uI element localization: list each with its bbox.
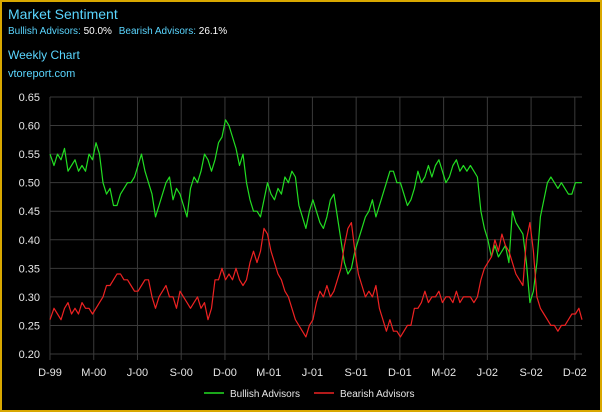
x-tick-label: S-00 [170,367,193,379]
legend: Bullish Advisors Bearish Advisors [204,389,414,400]
chart-subtitle: Weekly Chart [8,48,80,62]
x-tick-label: J-01 [302,367,323,379]
x-tick-label: J-02 [477,367,498,379]
x-axis: D-99 M-00 J-00 S-00 D-00 M-01 J-01 S-01 D-01 M-02… [38,367,587,379]
y-tick-label: 0.30 [19,292,40,304]
legend-label: Bullish Advisors [230,389,300,400]
y-tick-label: 0.20 [19,349,40,361]
series-line-bullish [49,119,582,304]
y-tick-label: 0.60 [19,121,40,133]
source-label: vtoreport.com [8,68,76,80]
legend-label: Bearish Advisors [340,389,414,400]
x-tick-label: M-00 [81,367,106,379]
y-tick-label: 0.35 [19,263,40,275]
bearish-readout-label: Bearish Advisors: [118,26,196,37]
y-tick-label: 0.65 [19,92,40,104]
y-tick-label: 0.25 [19,320,40,332]
grid-lines [49,96,582,360]
series-line-bearish [49,222,583,338]
y-axis: 0.65 0.60 0.55 0.50 0.45 0.40 0.35 0.30 0.25 0.20 [19,92,40,361]
bearish-readout-value: 26.1% [198,26,228,37]
x-tick-label: J-00 [127,367,148,379]
y-tick-label: 0.55 [19,149,40,161]
y-tick-label: 0.50 [19,178,40,190]
x-tick-label: D-99 [38,367,62,379]
chart-title: Market Sentiment [8,6,118,22]
series-lines [49,119,583,338]
x-tick-label: S-01 [345,367,368,379]
y-tick-label: 0.45 [19,206,40,218]
latest-readout: Bullish Advisors: 50.0% Bearish Advisors… [8,26,227,37]
x-tick-label: D-01 [388,367,412,379]
bullish-readout-value: 50.0% [83,26,112,37]
x-tick-label: D-00 [213,367,237,379]
x-tick-label: S-02 [519,367,542,379]
x-tick-label: M-02 [431,367,456,379]
x-tick-label: D-02 [563,367,587,379]
y-tick-label: 0.40 [19,235,40,247]
bullish-readout-label: Bullish Advisors: [8,26,81,37]
x-tick-label: M-01 [256,367,281,379]
